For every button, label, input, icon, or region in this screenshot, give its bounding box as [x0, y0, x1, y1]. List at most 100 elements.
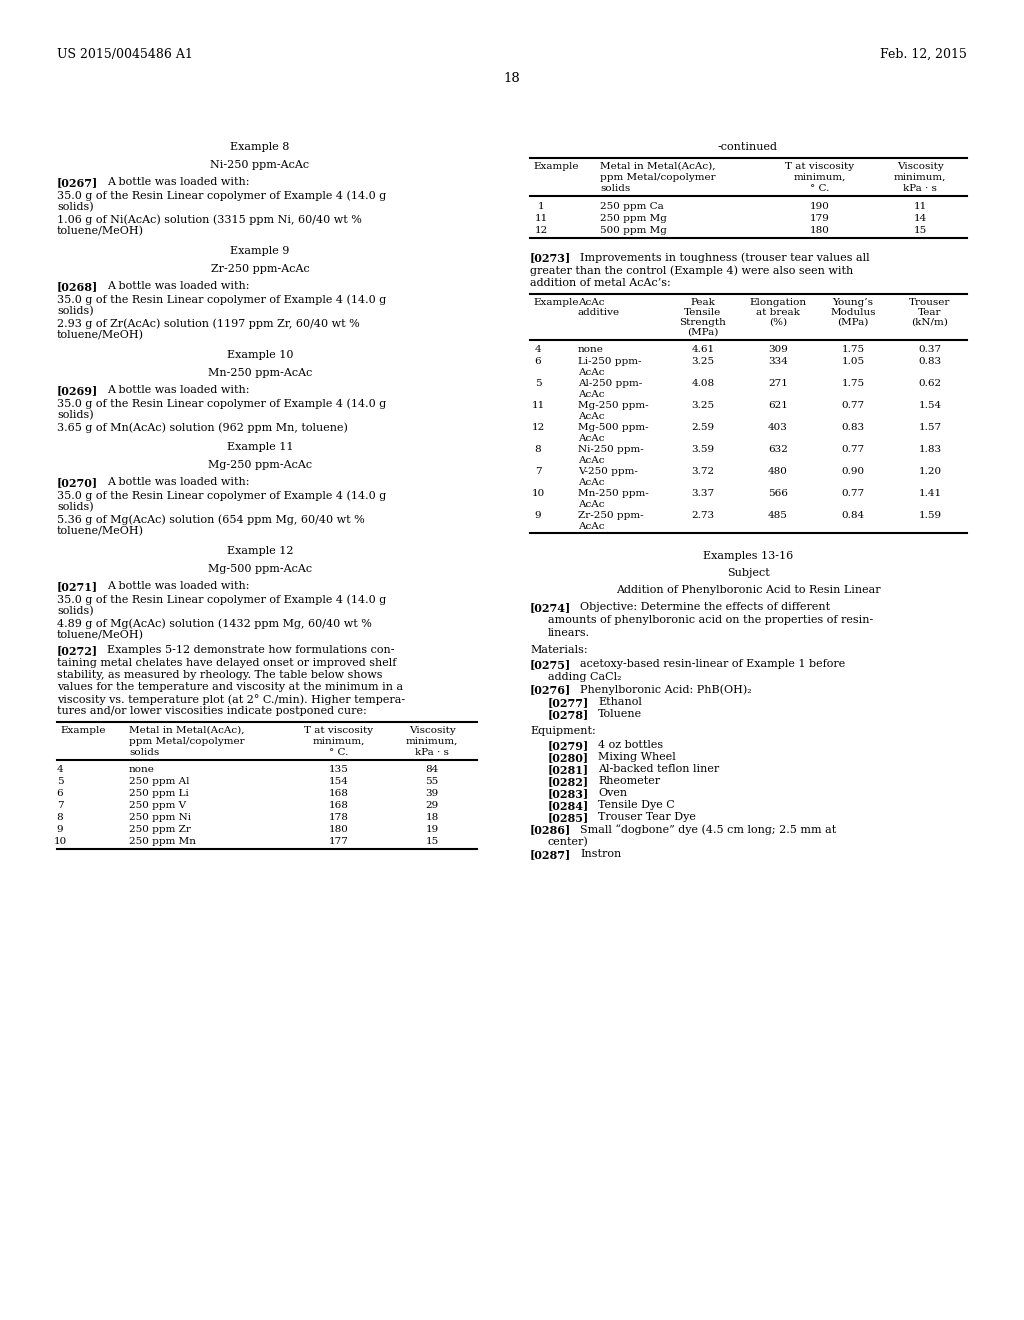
Text: 11: 11 — [531, 401, 545, 411]
Text: US 2015/0045486 A1: US 2015/0045486 A1 — [57, 48, 193, 61]
Text: Strength: Strength — [680, 318, 726, 327]
Text: 135: 135 — [329, 766, 349, 774]
Text: 0.83: 0.83 — [919, 356, 941, 366]
Text: 3.25: 3.25 — [691, 401, 715, 411]
Text: 0.77: 0.77 — [842, 488, 864, 498]
Text: solids): solids) — [57, 411, 93, 420]
Text: toluene/MeOH): toluene/MeOH) — [57, 330, 144, 341]
Text: 6: 6 — [535, 356, 542, 366]
Text: Example 12: Example 12 — [226, 546, 293, 556]
Text: 180: 180 — [329, 825, 349, 834]
Text: 1.57: 1.57 — [919, 422, 941, 432]
Text: AcAc: AcAc — [578, 434, 604, 444]
Text: [0283]: [0283] — [548, 788, 589, 799]
Text: Example 10: Example 10 — [226, 350, 293, 360]
Text: 0.37: 0.37 — [919, 345, 941, 354]
Text: 168: 168 — [329, 801, 349, 810]
Text: ° C.: ° C. — [810, 183, 829, 193]
Text: Viscosity: Viscosity — [409, 726, 456, 735]
Text: 35.0 g of the Resin Linear copolymer of Example 4 (14.0 g: 35.0 g of the Resin Linear copolymer of … — [57, 294, 386, 305]
Text: [0278]: [0278] — [548, 709, 589, 719]
Text: [0282]: [0282] — [548, 776, 589, 787]
Text: 3.65 g of Mn(AcAc) solution (962 ppm Mn, toluene): 3.65 g of Mn(AcAc) solution (962 ppm Mn,… — [57, 422, 348, 433]
Text: Subject: Subject — [727, 568, 769, 578]
Text: A bottle was loaded with:: A bottle was loaded with: — [106, 581, 250, 591]
Text: 1.20: 1.20 — [919, 467, 941, 477]
Text: 178: 178 — [329, 813, 349, 822]
Text: 35.0 g of the Resin Linear copolymer of Example 4 (14.0 g: 35.0 g of the Resin Linear copolymer of … — [57, 190, 386, 201]
Text: Improvements in toughness (trouser tear values all: Improvements in toughness (trouser tear … — [580, 252, 869, 263]
Text: kPa · s: kPa · s — [903, 183, 937, 193]
Text: Ni-250 ppm-: Ni-250 ppm- — [578, 445, 644, 454]
Text: Ethanol: Ethanol — [598, 697, 642, 708]
Text: Tensile: Tensile — [684, 308, 722, 317]
Text: Al-250 ppm-: Al-250 ppm- — [578, 379, 642, 388]
Text: 14: 14 — [913, 214, 927, 223]
Text: 1.83: 1.83 — [919, 445, 941, 454]
Text: [0275]: [0275] — [530, 659, 571, 671]
Text: solids): solids) — [57, 606, 93, 616]
Text: 18: 18 — [504, 73, 520, 84]
Text: 3.72: 3.72 — [691, 467, 715, 477]
Text: 1.75: 1.75 — [842, 345, 864, 354]
Text: minimum,: minimum, — [894, 173, 946, 182]
Text: 12: 12 — [531, 422, 545, 432]
Text: 190: 190 — [810, 202, 829, 211]
Text: Oven: Oven — [598, 788, 627, 799]
Text: 29: 29 — [425, 801, 438, 810]
Text: taining metal chelates have delayed onset or improved shelf: taining metal chelates have delayed onse… — [57, 657, 396, 668]
Text: 11: 11 — [535, 214, 548, 223]
Text: AcAc: AcAc — [578, 389, 604, 399]
Text: stability, as measured by rheology. The table below shows: stability, as measured by rheology. The … — [57, 671, 383, 680]
Text: 0.83: 0.83 — [842, 422, 864, 432]
Text: 480: 480 — [768, 467, 787, 477]
Text: Mixing Wheel: Mixing Wheel — [598, 752, 676, 762]
Text: solids): solids) — [57, 202, 93, 213]
Text: 250 ppm Ni: 250 ppm Ni — [129, 813, 191, 822]
Text: Addition of Phenylboronic Acid to Resin Linear: Addition of Phenylboronic Acid to Resin … — [615, 585, 881, 595]
Text: 35.0 g of the Resin Linear copolymer of Example 4 (14.0 g: 35.0 g of the Resin Linear copolymer of … — [57, 490, 386, 500]
Text: Mg-250 ppm-AcAc: Mg-250 ppm-AcAc — [208, 459, 312, 470]
Text: Example 8: Example 8 — [230, 143, 290, 152]
Text: at break: at break — [756, 308, 800, 317]
Text: 2.73: 2.73 — [691, 511, 715, 520]
Text: Mg-500 ppm-: Mg-500 ppm- — [578, 422, 648, 432]
Text: Toluene: Toluene — [598, 709, 642, 719]
Text: Tensile Dye C: Tensile Dye C — [598, 800, 675, 810]
Text: 15: 15 — [425, 837, 438, 846]
Text: Example: Example — [60, 726, 105, 735]
Text: 1.75: 1.75 — [842, 379, 864, 388]
Text: Example 11: Example 11 — [226, 442, 293, 451]
Text: [0277]: [0277] — [548, 697, 589, 708]
Text: 334: 334 — [768, 356, 787, 366]
Text: 4.61: 4.61 — [691, 345, 715, 354]
Text: ° C.: ° C. — [330, 748, 349, 756]
Text: 4.89 g of Mg(AcAc) solution (1432 ppm Mg, 60/40 wt %: 4.89 g of Mg(AcAc) solution (1432 ppm Mg… — [57, 618, 372, 628]
Text: Example: Example — [534, 298, 579, 308]
Text: 1.59: 1.59 — [919, 511, 941, 520]
Text: addition of metal AcAc’s:: addition of metal AcAc’s: — [530, 279, 671, 288]
Text: Metal in Metal(AcAc),: Metal in Metal(AcAc), — [129, 726, 245, 735]
Text: 55: 55 — [425, 777, 438, 785]
Text: Mg-500 ppm-AcAc: Mg-500 ppm-AcAc — [208, 564, 312, 574]
Text: 84: 84 — [425, 766, 438, 774]
Text: Metal in Metal(AcAc),: Metal in Metal(AcAc), — [600, 162, 716, 172]
Text: 1.05: 1.05 — [842, 356, 864, 366]
Text: toluene/MeOH): toluene/MeOH) — [57, 226, 144, 236]
Text: Examples 13-16: Examples 13-16 — [702, 550, 794, 561]
Text: [0284]: [0284] — [548, 800, 589, 810]
Text: solids): solids) — [57, 502, 93, 512]
Text: 8: 8 — [56, 813, 63, 822]
Text: A bottle was loaded with:: A bottle was loaded with: — [106, 385, 250, 395]
Text: Trouser Tear Dye: Trouser Tear Dye — [598, 812, 696, 822]
Text: none: none — [578, 345, 604, 354]
Text: Viscosity: Viscosity — [897, 162, 943, 172]
Text: Elongation: Elongation — [750, 298, 807, 308]
Text: V-250 ppm-: V-250 ppm- — [578, 467, 638, 477]
Text: values for the temperature and viscosity at the minimum in a: values for the temperature and viscosity… — [57, 682, 403, 692]
Text: 3.25: 3.25 — [691, 356, 715, 366]
Text: 35.0 g of the Resin Linear copolymer of Example 4 (14.0 g: 35.0 g of the Resin Linear copolymer of … — [57, 399, 386, 409]
Text: Li-250 ppm-: Li-250 ppm- — [578, 356, 641, 366]
Text: 5: 5 — [535, 379, 542, 388]
Text: 7: 7 — [56, 801, 63, 810]
